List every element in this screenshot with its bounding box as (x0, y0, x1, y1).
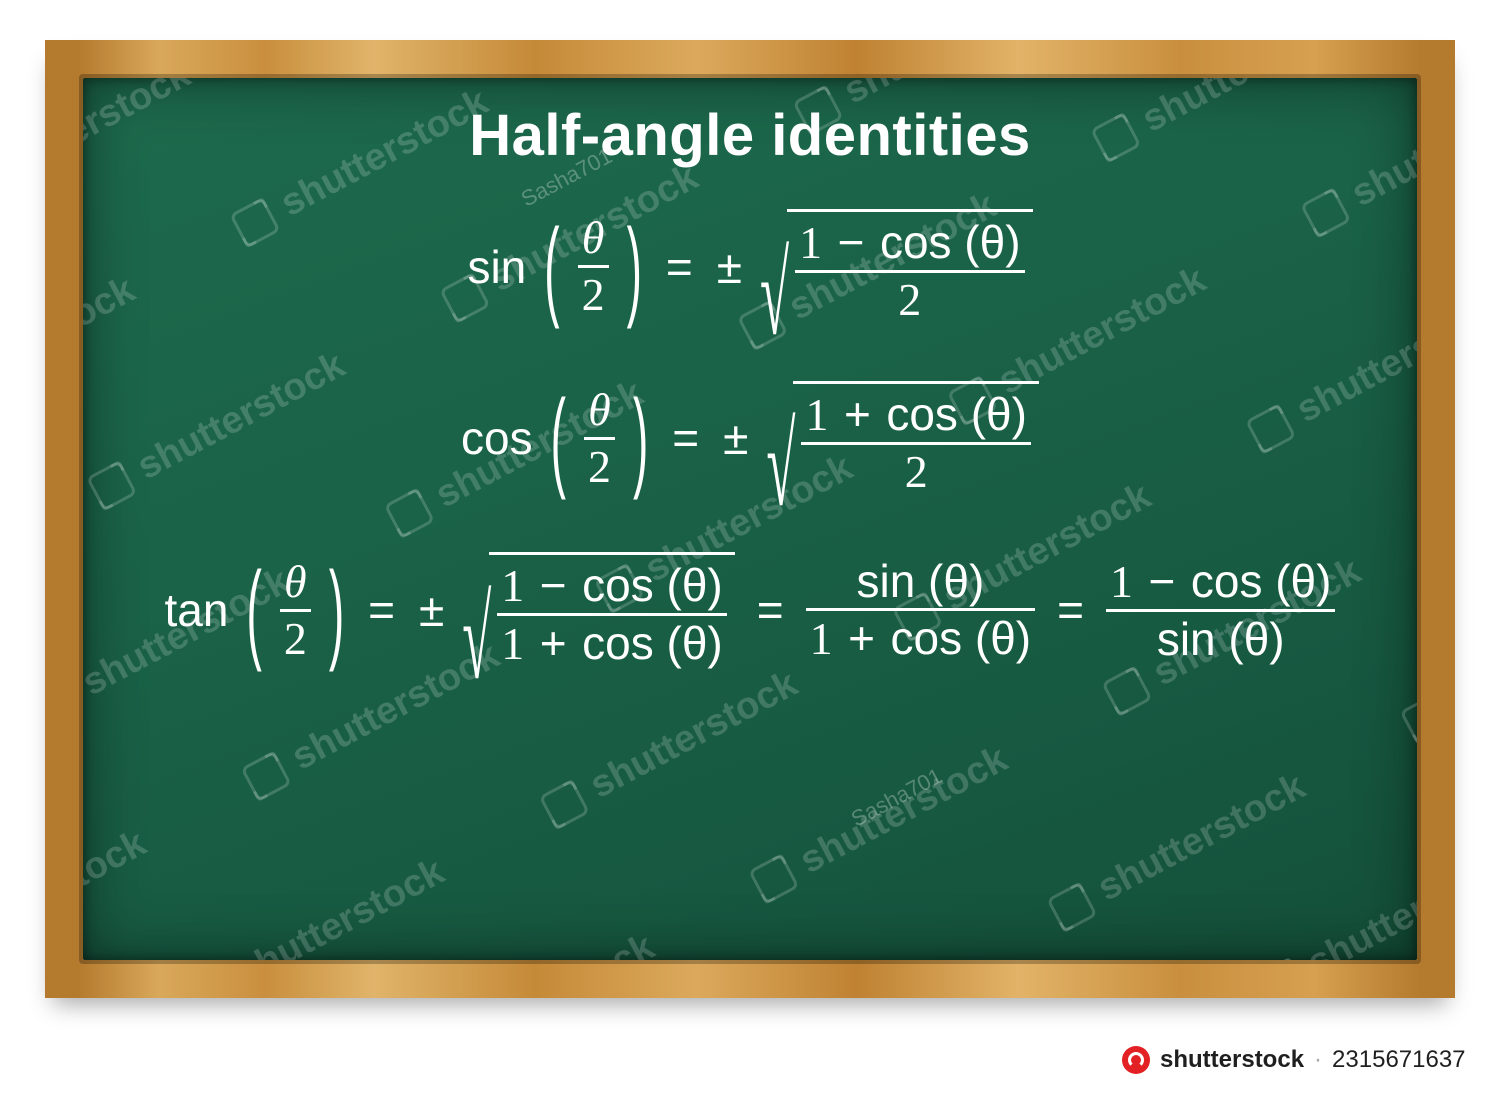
lparen-icon: ( (551, 374, 566, 504)
board-title: Half-angle identities (469, 102, 1031, 169)
plus-minus-sign: ± (721, 411, 750, 465)
sqrt-sin: √ 1 − cos (θ) 2 (760, 209, 1033, 325)
theta-over-2: θ 2 (578, 214, 609, 320)
minus-op: − (1144, 555, 1179, 607)
theta-over-2: θ 2 (280, 558, 311, 664)
alt2-den: sin (θ) (1153, 612, 1289, 663)
theta: θ (280, 558, 311, 609)
chalkboard-frame: Half-angle identities sin ( θ 2 ) = ± (45, 40, 1455, 998)
radicand-den: 1 + cos (θ) (497, 616, 726, 668)
radical-icon: √ (760, 256, 789, 337)
radicand-cos: 1 + cos (θ) 2 (793, 381, 1038, 497)
minus-op: − (834, 216, 869, 268)
equation-tan-half: tan ( θ 2 ) = ± √ (165, 552, 1336, 669)
one: 1 (799, 217, 822, 268)
rparen-icon: ) (627, 202, 642, 332)
one: 1 (501, 560, 524, 611)
radicand-frac-sin: 1 − cos (θ) 2 (795, 218, 1024, 325)
footer-id: 2315671637 (1332, 1046, 1465, 1074)
radicand-frac-tan: 1 − cos (θ) 1 + cos (θ) (497, 561, 726, 669)
cos-theta: cos (θ) (880, 216, 1021, 268)
cos-theta: cos (θ) (582, 617, 723, 669)
theta-over-2: θ 2 (584, 386, 615, 492)
equation-cos-half: cos ( θ 2 ) = ± √ (461, 381, 1039, 497)
theta: θ (584, 386, 615, 437)
plus-minus-sign: ± (417, 583, 446, 637)
plus-op: + (840, 388, 875, 440)
stage: Half-angle identities sin ( θ 2 ) = ± (0, 0, 1500, 1101)
equations-group: sin ( θ 2 ) = ± √ (165, 209, 1336, 669)
radicand-den: 2 (894, 273, 925, 324)
radical-icon: √ (766, 428, 795, 509)
radicand-tan: 1 − cos (θ) 1 + cos (θ) (489, 552, 734, 669)
equals-sign: = (1051, 583, 1090, 637)
radicand-sin: 1 − cos (θ) 2 (787, 209, 1032, 325)
plus-op: + (536, 617, 571, 669)
radicand-num: 1 − cos (θ) (795, 218, 1024, 270)
minus-op: − (536, 559, 571, 611)
alt2-num: 1 − cos (θ) (1106, 557, 1335, 609)
sqrt-cos: √ 1 + cos (θ) 2 (766, 381, 1039, 497)
denominator-2: 2 (578, 268, 609, 319)
fn-cos: cos (461, 411, 533, 465)
plus-op: + (844, 612, 879, 664)
lparen-icon: ( (544, 202, 559, 332)
equation-sin-half: sin ( θ 2 ) = ± √ (467, 209, 1032, 325)
tan-alt-1: sin (θ) 1 + cos (θ) (806, 557, 1035, 664)
tan-alt-2: 1 − cos (θ) sin (θ) (1106, 557, 1335, 664)
cos-theta: cos (θ) (886, 388, 1027, 440)
sqrt-tan: √ 1 − cos (θ) (462, 552, 735, 669)
theta: θ (578, 214, 609, 265)
shutterstock-logo-icon (1122, 1046, 1150, 1074)
one: 1 (1110, 556, 1133, 607)
cos-theta: cos (θ) (582, 559, 723, 611)
cos-theta: cos (θ) (1191, 555, 1332, 607)
one: 1 (810, 613, 833, 664)
one: 1 (501, 618, 524, 669)
alt1-num: sin (θ) (852, 557, 988, 608)
lparen-icon: ( (246, 546, 261, 676)
radicand-den: 2 (901, 445, 932, 496)
cos-theta: cos (θ) (891, 612, 1032, 664)
equals-sign: = (751, 583, 790, 637)
footer-brand: shutterstock (1160, 1046, 1304, 1074)
denominator-2: 2 (280, 612, 311, 663)
radicand-frac-cos: 1 + cos (θ) 2 (801, 390, 1030, 497)
equals-sign: = (362, 583, 401, 637)
radical-icon: √ (462, 600, 491, 681)
rparen-icon: ) (633, 374, 648, 504)
radicand-num: 1 + cos (θ) (801, 390, 1030, 442)
stock-footer: shutterstock · 2315671637 (1122, 1046, 1466, 1074)
chalkboard-frame-bevel: Half-angle identities sin ( θ 2 ) = ± (79, 74, 1421, 964)
board-content: Half-angle identities sin ( θ 2 ) = ± (83, 78, 1417, 960)
equals-sign: = (660, 240, 699, 294)
radicand-num: 1 − cos (θ) (497, 561, 726, 613)
fn-sin: sin (467, 240, 526, 294)
alt1-den: 1 + cos (θ) (806, 611, 1035, 663)
rparen-icon: ) (329, 546, 344, 676)
one: 1 (805, 389, 828, 440)
plus-minus-sign: ± (715, 240, 744, 294)
denominator-2: 2 (584, 440, 615, 491)
fn-tan: tan (165, 583, 229, 637)
equals-sign: = (666, 411, 705, 465)
